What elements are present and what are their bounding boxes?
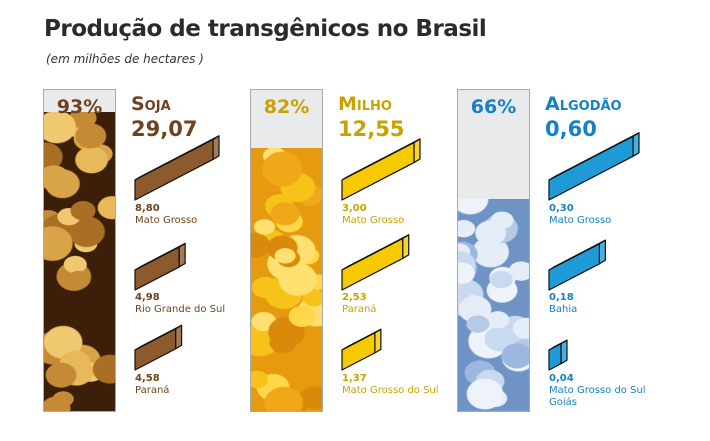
percent-fill <box>251 147 322 411</box>
state-name: Mato Grosso do Sul <box>342 385 439 396</box>
percent-label: 66% <box>470 96 517 118</box>
state-bar <box>548 132 640 201</box>
percent-fill <box>44 112 115 411</box>
crop-name: Soja <box>131 93 171 115</box>
crop-total: 12,55 <box>338 117 405 141</box>
state-value: 3,00 <box>342 203 367 214</box>
state-label: 0,18 Bahia <box>549 292 577 316</box>
state-value: 0,30 <box>549 203 574 214</box>
state-bar <box>341 138 421 201</box>
percent-label: 82% <box>263 96 310 118</box>
state-label: 4,98 Rio Grande do Sul <box>135 292 225 316</box>
state-value: 8,80 <box>135 203 160 214</box>
state-name: Paraná <box>342 304 377 315</box>
state-bar <box>548 239 607 291</box>
state-value: 0,04 <box>549 373 574 384</box>
state-label: 0,30 Mato Grosso <box>549 203 611 227</box>
state-name: Mato Grosso <box>135 215 198 226</box>
state-value: 4,98 <box>135 292 160 303</box>
state-bar <box>134 324 183 371</box>
state-name: Mato Grosso do Sul Goiás <box>549 385 646 408</box>
state-name: Rio Grande do Sul <box>135 304 226 315</box>
state-label: 0,04 Mato Grosso do Sul Goiás <box>549 373 646 409</box>
state-label: 1,37 Mato Grosso do Sul <box>342 373 439 397</box>
state-label: 2,53 Paraná <box>342 292 376 316</box>
crop-total: 0,60 <box>545 117 597 141</box>
state-name: Bahia <box>549 304 578 315</box>
state-value: 1,37 <box>342 373 367 384</box>
state-name: Mato Grosso <box>342 215 405 226</box>
state-label: 3,00 Mato Grosso <box>342 203 404 227</box>
state-name: Paraná <box>135 385 170 396</box>
state-value: 2,53 <box>342 292 367 303</box>
crop-name: Algodão <box>545 93 622 115</box>
crop-percent-column: 93% <box>43 89 116 412</box>
state-label: 4,58 Paraná <box>135 373 169 397</box>
state-bar <box>341 328 382 371</box>
state-name: Mato Grosso <box>549 215 612 226</box>
state-bar <box>548 339 568 371</box>
state-label: 8,80 Mato Grosso <box>135 203 197 227</box>
crop-percent-column: 82% <box>250 89 323 412</box>
percent-fill <box>458 199 529 411</box>
state-value: 0,18 <box>549 292 574 303</box>
crop-name: Milho <box>338 93 392 115</box>
page-title: Produção de transgênicos no Brasil <box>44 16 487 42</box>
state-value: 4,58 <box>135 373 160 384</box>
state-bar <box>341 234 410 291</box>
crop-percent-column: 66% <box>457 89 530 412</box>
subtitle: (em milhões de hectares ) <box>46 52 204 66</box>
state-bar <box>134 242 186 291</box>
crop-total: 29,07 <box>131 117 198 141</box>
state-bar <box>134 135 220 201</box>
percent-label: 93% <box>56 96 103 118</box>
